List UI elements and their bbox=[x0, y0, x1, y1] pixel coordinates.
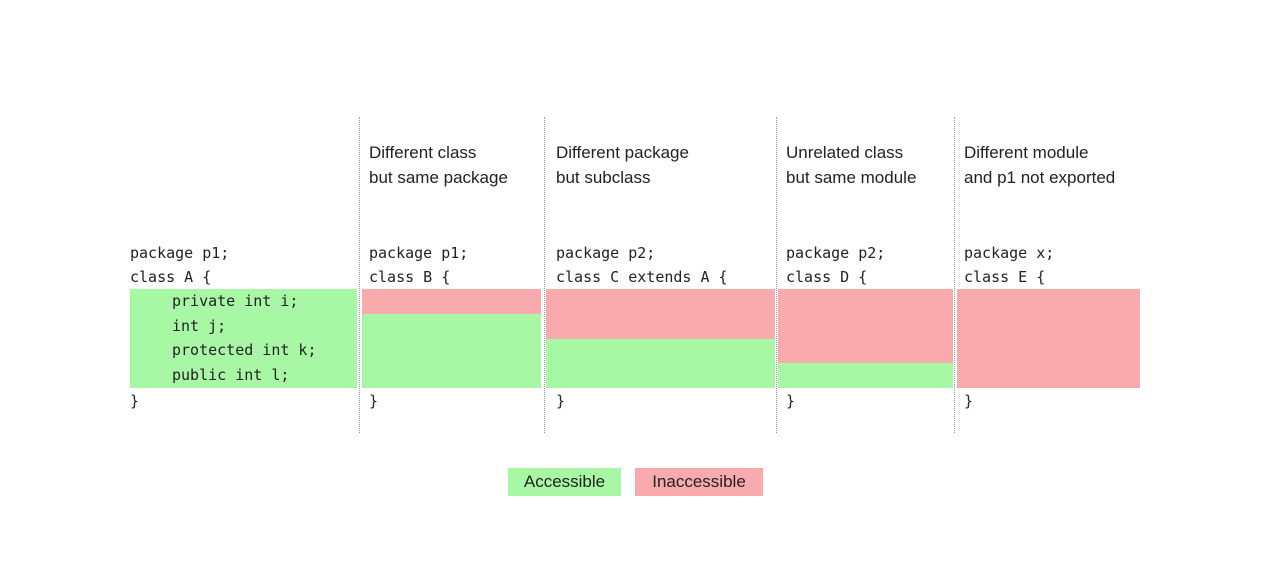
colC-package-line: package p2; bbox=[556, 244, 656, 262]
colE-header-line-2: and p1 not exported bbox=[964, 168, 1116, 187]
colB-header: Different class but same package bbox=[369, 140, 508, 190]
colE-package-line: package x; bbox=[964, 244, 1055, 262]
legend-accessible: Accessible bbox=[508, 468, 621, 496]
owner-member-protected: protected int k; bbox=[172, 341, 317, 359]
divider-4 bbox=[954, 117, 955, 433]
divider-3 bbox=[776, 117, 777, 433]
colD-accessible-band bbox=[778, 363, 953, 388]
owner-class-line: class A { bbox=[130, 268, 212, 286]
owner-member-private: private int i; bbox=[172, 292, 299, 310]
colD-inaccessible-band bbox=[778, 289, 953, 363]
colD-close-brace: } bbox=[786, 392, 796, 410]
colB-accessible-band bbox=[362, 314, 541, 388]
divider-1 bbox=[359, 117, 360, 433]
colB-package-line: package p1; bbox=[369, 244, 469, 262]
colC-inaccessible-band bbox=[546, 289, 775, 339]
colC-accessible-band bbox=[546, 339, 775, 388]
owner-member-public: public int l; bbox=[172, 366, 290, 384]
owner-member-default: int j; bbox=[172, 317, 227, 335]
colD-header: Unrelated class but same module bbox=[786, 140, 916, 190]
colB-header-line-2: but same package bbox=[369, 168, 508, 187]
colC-header: Different package but subclass bbox=[556, 140, 689, 190]
divider-2 bbox=[544, 117, 545, 433]
colC-class-line: class C extends A { bbox=[556, 268, 728, 286]
colB-inaccessible-band bbox=[362, 289, 541, 314]
colE-header: Different module and p1 not exported bbox=[964, 140, 1115, 190]
colE-inaccessible-band bbox=[957, 289, 1140, 388]
colB-header-line-1: Different class bbox=[369, 143, 477, 162]
colC-close-brace: } bbox=[556, 392, 566, 410]
colE-close-brace: } bbox=[964, 392, 974, 410]
colB-close-brace: } bbox=[369, 392, 379, 410]
colE-header-line-1: Different module bbox=[964, 143, 1089, 162]
owner-package-line: package p1; bbox=[130, 244, 230, 262]
colD-header-line-1: Unrelated class bbox=[786, 143, 904, 162]
colD-package-line: package p2; bbox=[786, 244, 886, 262]
colE-class-line: class E { bbox=[964, 268, 1046, 286]
colB-class-line: class B { bbox=[369, 268, 451, 286]
legend-inaccessible: Inaccessible bbox=[635, 468, 763, 496]
colC-header-line-2: but subclass bbox=[556, 168, 651, 187]
colC-header-line-1: Different package bbox=[556, 143, 689, 162]
colD-class-line: class D { bbox=[786, 268, 868, 286]
owner-accessible-band bbox=[130, 289, 357, 388]
owner-close-brace: } bbox=[130, 392, 140, 410]
colD-header-line-2: but same module bbox=[786, 168, 917, 187]
